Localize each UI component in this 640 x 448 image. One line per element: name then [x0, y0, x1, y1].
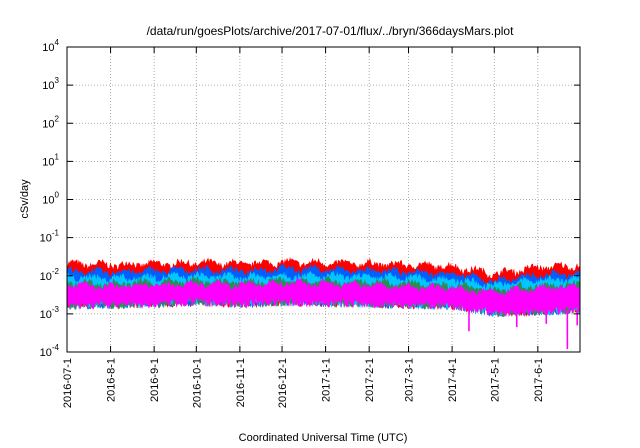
data-area [66, 257, 581, 349]
x-tick-label: 2017-3-1 [404, 358, 416, 402]
x-tick-label: 2017-5-1 [489, 358, 501, 402]
x-tick-label: 2016-8-1 [106, 358, 118, 402]
y-tick-label: 10-4 [40, 343, 60, 359]
chart-title: /data/run/goesPlots/archive/2017-07-01/f… [147, 24, 515, 38]
y-tick-label: 101 [42, 152, 59, 168]
x-tick-label: 2017-4-1 [447, 358, 459, 402]
y-tick-label: 103 [42, 76, 59, 92]
y-tick-label: 100 [42, 191, 59, 207]
x-axis-label: Coordinated Universal Time (UTC) [239, 432, 408, 444]
x-tick-label: 2017-6-1 [533, 358, 545, 402]
x-tick-label: 2016-07-1 [62, 358, 74, 408]
y-tick-label: 10-1 [40, 229, 60, 245]
x-axis: 2016-07-1 2016-8-1 2016-9-1 2016-10-1 2016-1… [62, 47, 545, 408]
y-tick-label: 102 [42, 114, 59, 130]
y-axis-label: cSv/day [19, 179, 31, 219]
y-axis: 10-4 10-3 10-2 10-1 100 101 102 103 104 [40, 38, 580, 359]
x-tick-label: 2016-11-1 [235, 358, 247, 407]
x-tick-label: 2016-10-1 [191, 358, 203, 408]
y-tick-label: 10-2 [40, 267, 60, 283]
x-tick-label: 2016-12-1 [277, 358, 289, 408]
y-tick-label: 104 [42, 38, 59, 54]
y-tick-label: 10-3 [40, 305, 60, 321]
x-tick-label: 2016-9-1 [149, 358, 161, 402]
x-tick-label: 2017-1-1 [321, 358, 333, 402]
x-tick-label: 2017-2-1 [364, 358, 376, 402]
